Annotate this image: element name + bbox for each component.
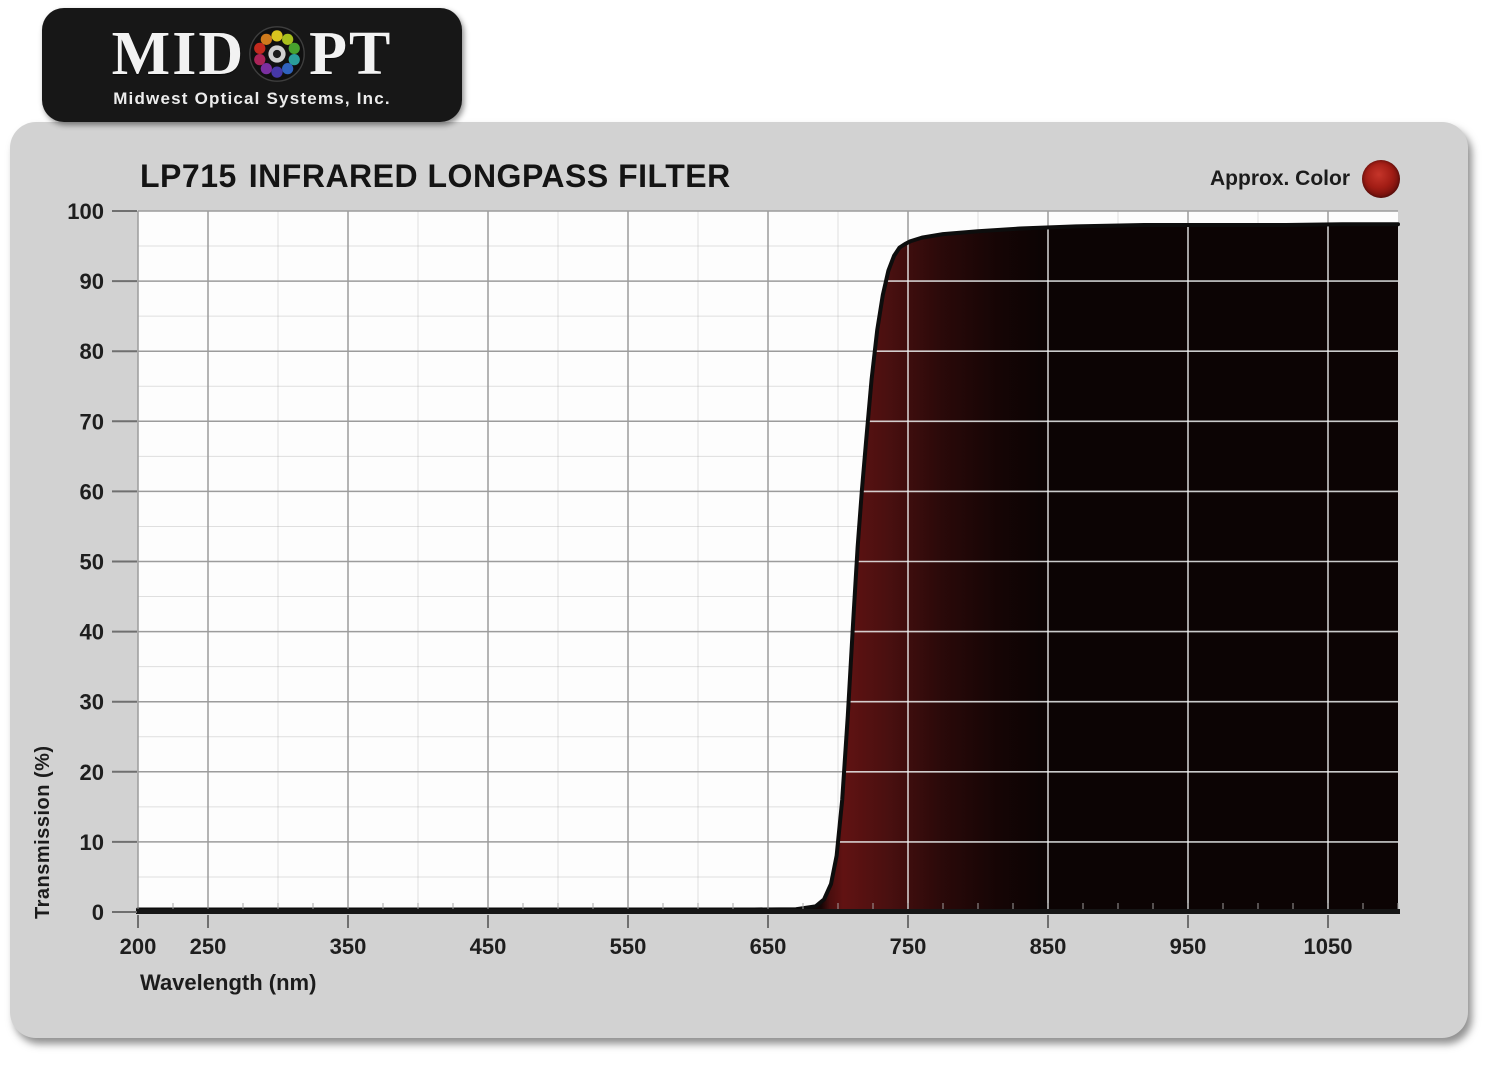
svg-text:850: 850: [1030, 934, 1067, 959]
svg-text:750: 750: [890, 934, 927, 959]
svg-text:200: 200: [120, 934, 157, 959]
logo-text-mid: MID: [111, 20, 246, 88]
svg-text:90: 90: [80, 269, 104, 294]
logo-text-pt: PT: [309, 20, 393, 88]
svg-text:0: 0: [92, 900, 104, 925]
svg-text:450: 450: [470, 934, 507, 959]
svg-text:1050: 1050: [1304, 934, 1353, 959]
svg-text:950: 950: [1170, 934, 1207, 959]
svg-text:20: 20: [80, 760, 104, 785]
midopt-wordmark: MID PT: [112, 23, 393, 85]
x-axis-title: Wavelength (nm): [140, 970, 317, 995]
svg-text:250: 250: [190, 934, 227, 959]
color-wheel-icon: [249, 26, 305, 82]
svg-text:650: 650: [750, 934, 787, 959]
svg-text:80: 80: [80, 339, 104, 364]
approx-color-swatch: [1362, 160, 1400, 198]
filter-model: LP715: [140, 158, 237, 194]
svg-text:30: 30: [80, 690, 104, 715]
midopt-logo-tab: MID PT Midwest Optical Systems, Inc.: [42, 8, 462, 122]
page-title: LP715 INFRARED LONGPASS FILTER: [140, 158, 731, 195]
svg-text:60: 60: [80, 479, 104, 504]
y-axis-title: Transmission (%): [32, 745, 54, 919]
svg-text:40: 40: [80, 620, 104, 645]
logo-subtitle: Midwest Optical Systems, Inc.: [113, 89, 391, 108]
approx-color-label: Approx. Color: [1210, 167, 1350, 190]
svg-text:100: 100: [67, 199, 104, 224]
svg-text:50: 50: [80, 550, 104, 575]
filter-title-rest: INFRARED LONGPASS FILTER: [248, 158, 731, 194]
svg-text:70: 70: [80, 409, 104, 434]
approx-color-block: Approx. Color: [1150, 160, 1400, 198]
svg-text:10: 10: [80, 830, 104, 855]
svg-text:550: 550: [610, 934, 647, 959]
svg-text:350: 350: [330, 934, 367, 959]
